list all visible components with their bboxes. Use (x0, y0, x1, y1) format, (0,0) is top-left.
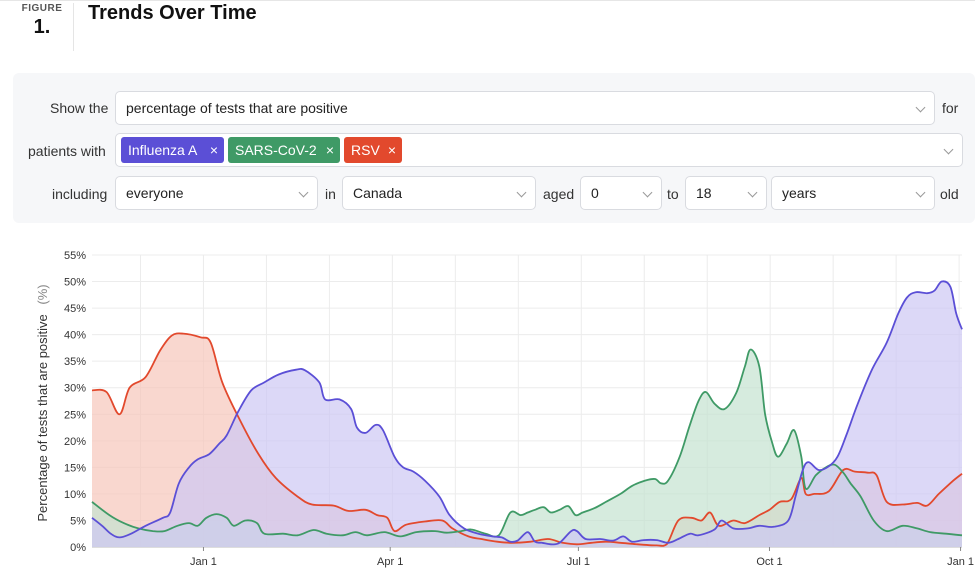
chevron-down-icon (943, 144, 954, 155)
y-tick-label: 20% (64, 436, 86, 448)
figure-divider (73, 3, 74, 51)
remove-sars-cov-2-icon[interactable]: × (325, 142, 334, 158)
for-label: for (942, 100, 959, 116)
y-axis-ticks: 0% 5% 10% 15% 20% 25% 30% 35% 40% 45% 50% 55% (64, 250, 86, 554)
chip-influenza-a-label: Influenza A (128, 142, 198, 158)
chevron-down-icon (747, 187, 758, 198)
to-label: to (667, 186, 679, 202)
figure-number: 1. (33, 16, 51, 38)
figure-label: FIGURE 1. (20, 3, 64, 39)
remove-influenza-a-icon[interactable]: × (209, 142, 218, 158)
chip-influenza-a: Influenza A × (121, 137, 224, 163)
y-tick-label: 0% (70, 542, 86, 554)
figure-word: FIGURE (21, 3, 63, 14)
age-unit-select-value: years (782, 185, 817, 201)
including-label: including (52, 186, 108, 202)
metric-select[interactable]: percentage of tests that are positive (115, 91, 935, 125)
figure-title: Trends Over Time (88, 2, 257, 24)
chip-rsv: RSV × (344, 137, 402, 163)
y-tick-label: 25% (64, 409, 86, 421)
line-rsv[interactable] (91, 332, 963, 547)
y-axis-title: Percentage of tests that are positive (%… (35, 284, 50, 521)
y-tick-label: 45% (64, 303, 86, 315)
top-border (0, 0, 975, 1)
aged-label: aged (543, 186, 575, 202)
population-select-value: everyone (126, 185, 184, 201)
area-influenza-a (92, 281, 962, 547)
filter-panel: Show the percentage of tests that are po… (13, 73, 975, 223)
age-unit-select[interactable]: years (771, 176, 935, 210)
x-tick-label: Jan 1 (947, 556, 974, 568)
y-tick-label: 50% (64, 277, 86, 289)
chip-sars-cov-2-label: SARS-CoV-2 (235, 142, 317, 158)
chevron-down-icon (915, 187, 926, 198)
y-tick-label: 10% (64, 489, 86, 501)
age-max-select-value: 18 (696, 185, 712, 201)
trends-area-chart: 0% 5% 10% 15% 20% 25% 30% 35% 40% 45% 50% 55% Jan 1… (35, 250, 974, 568)
x-tick-label: Oct 1 (756, 556, 782, 568)
population-select[interactable]: everyone (115, 176, 318, 210)
pathogen-multiselect[interactable]: Influenza A × SARS-CoV-2 × RSV × (115, 133, 963, 167)
area-sars-cov-2 (92, 349, 962, 547)
chevron-down-icon (298, 187, 309, 198)
metric-select-value: percentage of tests that are positive (126, 100, 348, 116)
y-tick-label: 5% (70, 515, 86, 527)
x-axis-ticks: Jan 1 Apr 1 Jul 1 Oct 1 Jan 1 (190, 547, 974, 568)
y-tick-label: 35% (64, 356, 86, 368)
y-tick-label: 55% (64, 250, 86, 262)
chevron-down-icon (516, 187, 527, 198)
x-tick-label: Apr 1 (377, 556, 403, 568)
show-the-label: Show the (50, 100, 109, 116)
y-axis-title-text: Percentage of tests that are positive (35, 314, 50, 521)
age-min-select[interactable]: 0 (580, 176, 662, 210)
patients-with-label: patients with (28, 143, 106, 159)
x-tick-label: Jul 1 (567, 556, 590, 568)
y-tick-label: 40% (64, 330, 86, 342)
region-select-value: Canada (353, 185, 403, 201)
chevron-down-icon (642, 187, 653, 198)
y-axis-title-unit: (%) (35, 284, 50, 304)
x-tick-label: Jan 1 (190, 556, 217, 568)
y-tick-label: 15% (64, 462, 86, 474)
chip-rsv-label: RSV (351, 142, 380, 158)
chip-sars-cov-2: SARS-CoV-2 × (228, 137, 340, 163)
line-influenza-a[interactable] (91, 280, 963, 546)
region-select[interactable]: Canada (342, 176, 536, 210)
chart-lines (91, 280, 963, 547)
age-max-select[interactable]: 18 (685, 176, 767, 210)
in-label: in (325, 186, 336, 202)
remove-rsv-icon[interactable]: × (387, 142, 396, 158)
old-label: old (940, 186, 959, 202)
y-tick-label: 30% (64, 383, 86, 395)
line-sars-cov-2[interactable] (91, 348, 963, 538)
age-min-select-value: 0 (591, 185, 599, 201)
chevron-down-icon (915, 102, 926, 113)
